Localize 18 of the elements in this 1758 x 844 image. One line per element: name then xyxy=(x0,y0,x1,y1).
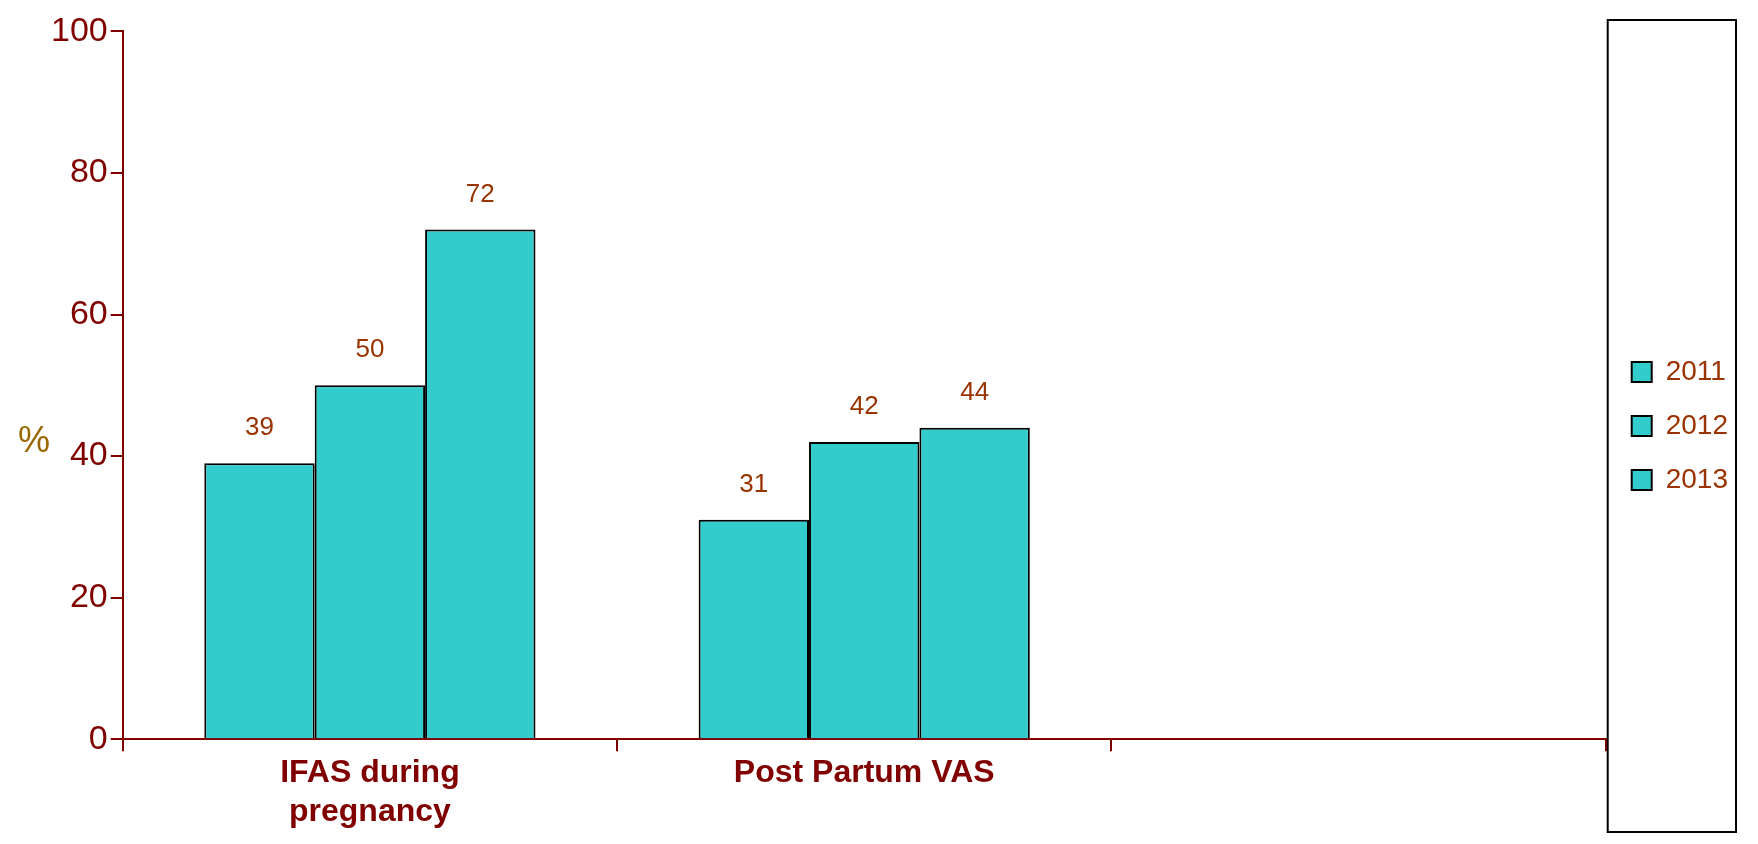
y-tick-label: 80 xyxy=(69,151,108,190)
data-label: 42 xyxy=(849,390,879,421)
data-label: 39 xyxy=(245,411,274,442)
data-label: 44 xyxy=(960,375,990,406)
y-axis-title: % xyxy=(18,418,51,460)
x-tick-label: IFAS during pregnancy xyxy=(280,753,460,828)
legend-label: 2012 xyxy=(1665,408,1729,440)
legend-label: 2011 xyxy=(1665,354,1726,386)
y-tick-label: 100 xyxy=(50,9,108,48)
data-label: 72 xyxy=(465,177,495,208)
y-tick-label: 60 xyxy=(69,292,108,331)
legend-label: 2013 xyxy=(1665,462,1729,494)
data-label: 50 xyxy=(355,333,385,364)
y-tick-label: 40 xyxy=(69,434,108,473)
x-tick-label: Post Partum VAS xyxy=(733,753,995,790)
y-tick-label: 0 xyxy=(88,717,108,756)
y-tick-label: 20 xyxy=(69,576,108,615)
data-label: 31 xyxy=(739,467,769,498)
